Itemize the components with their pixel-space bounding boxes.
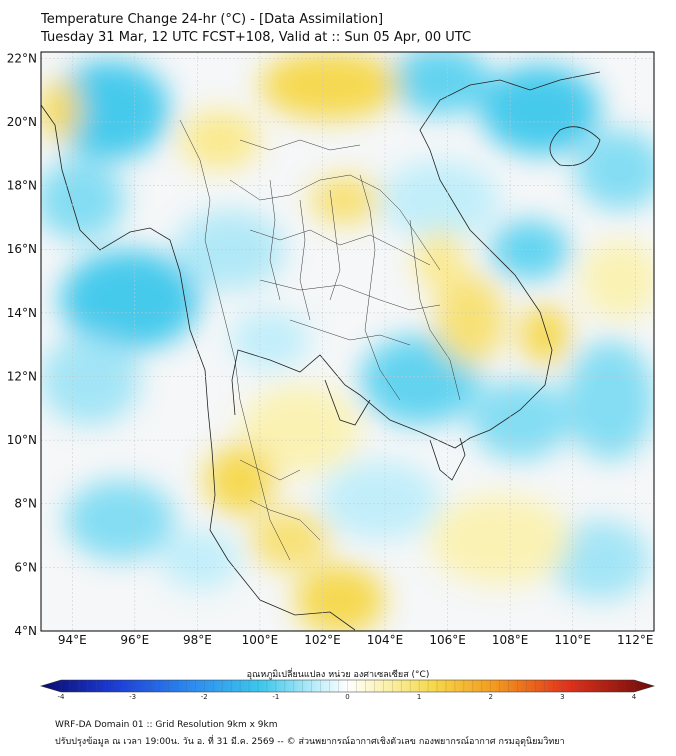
colorbar xyxy=(39,679,656,693)
lat-label: 8°N xyxy=(14,497,37,511)
colorbar-tick-label: 3 xyxy=(560,693,565,701)
lon-label: 100°E xyxy=(242,633,279,647)
latitude-labels: 22°N 20°N 18°N 16°N 14°N 12°N 10°N 8°N 6°N 4°N xyxy=(7,51,37,638)
lat-label: 18°N xyxy=(7,179,37,193)
lon-label: 112°E xyxy=(617,633,654,647)
lon-label: 102°E xyxy=(304,633,341,647)
colorbar-tick-label: 4 xyxy=(631,693,637,701)
lat-label: 14°N xyxy=(7,306,37,320)
lat-label: 12°N xyxy=(7,369,37,383)
lat-label: 10°N xyxy=(7,433,37,447)
graticule xyxy=(41,52,654,631)
colorbar-title: อุณหภูมิเปลี่ยนแปลง หน่วย องศาเซลเซียส (… xyxy=(246,670,430,680)
colorbar-tick-label: 1 xyxy=(416,693,422,701)
lon-label: 106°E xyxy=(429,633,466,647)
lon-label: 110°E xyxy=(554,633,591,647)
lat-label: 16°N xyxy=(7,242,37,256)
lon-label: 108°E xyxy=(492,633,529,647)
lat-label: 22°N xyxy=(7,51,37,65)
longitude-labels: 94°E 96°E 98°E 100°E 102°E 104°E 106°E 108°E 110… xyxy=(58,633,654,647)
lon-label: 96°E xyxy=(120,633,149,647)
lat-label: 4°N xyxy=(14,624,37,638)
colorbar-tick-label: 0 xyxy=(345,693,350,701)
footer-line-1: WRF-DA Domain 01 :: Grid Resolution 9km … xyxy=(55,720,278,730)
lat-label: 20°N xyxy=(7,115,37,129)
map-title: Temperature Change 24-hr (°C) - [Data As… xyxy=(41,12,384,27)
admin-borders xyxy=(179,119,461,561)
lat-label: 6°N xyxy=(14,560,37,574)
colorbar-tick-label: 2 xyxy=(488,693,493,701)
lon-label: 104°E xyxy=(367,633,404,647)
lon-label: 98°E xyxy=(183,633,212,647)
colorbar-tick-label: -1 xyxy=(272,693,280,701)
lon-label: 94°E xyxy=(58,633,87,647)
map-frame xyxy=(40,51,655,632)
colorbar-tick-label: -3 xyxy=(129,693,137,701)
colorbar-tick-label: -4 xyxy=(57,693,65,701)
temperature-field xyxy=(41,52,654,631)
colorbar-tick-label: -2 xyxy=(200,693,208,701)
map-subtitle: Tuesday 31 Mar, 12 UTC FCST+108, Valid a… xyxy=(41,30,472,45)
footer-line-2: ปรับปรุงข้อมูล ณ เวลา 19:00น. วัน อ. ที่… xyxy=(55,737,565,747)
